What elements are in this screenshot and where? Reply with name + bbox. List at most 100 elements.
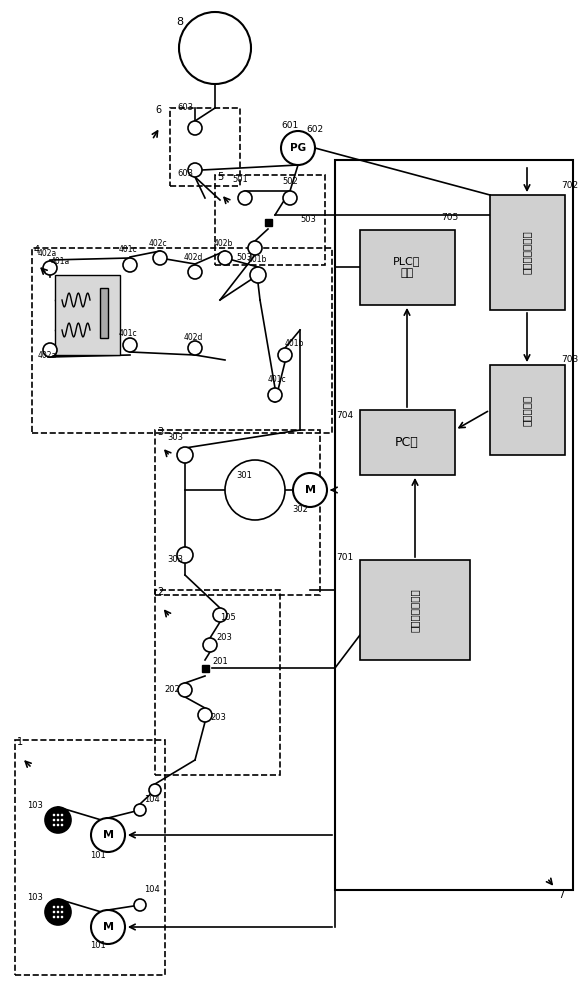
Text: M: M <box>102 922 113 932</box>
Text: 705: 705 <box>441 214 459 223</box>
Text: 301: 301 <box>236 471 252 480</box>
Text: 402c: 402c <box>148 238 167 247</box>
Circle shape <box>123 338 137 352</box>
Circle shape <box>56 916 59 918</box>
Text: 303: 303 <box>167 556 183 564</box>
Circle shape <box>56 814 59 816</box>
Text: 7: 7 <box>558 890 565 900</box>
Circle shape <box>177 547 193 563</box>
Text: PLC控
制器: PLC控 制器 <box>393 256 421 278</box>
Bar <box>170 108 240 186</box>
Text: M: M <box>102 830 113 840</box>
Text: 702: 702 <box>562 180 579 190</box>
Text: 401c: 401c <box>119 328 137 338</box>
Bar <box>360 410 455 475</box>
Circle shape <box>61 916 63 918</box>
Circle shape <box>248 241 262 255</box>
Circle shape <box>218 251 232 265</box>
Bar <box>490 195 565 310</box>
Text: 402a: 402a <box>38 351 57 360</box>
Circle shape <box>188 265 202 279</box>
Text: 数据采集卡: 数据采集卡 <box>522 394 532 426</box>
Text: 1: 1 <box>17 737 23 747</box>
Text: 集束张力放大器: 集束张力放大器 <box>522 230 532 274</box>
Text: 101: 101 <box>90 850 106 859</box>
Text: M: M <box>304 485 315 495</box>
Circle shape <box>53 819 55 821</box>
Circle shape <box>53 814 55 816</box>
Circle shape <box>61 906 63 908</box>
Circle shape <box>281 131 315 165</box>
Text: 602: 602 <box>307 125 324 134</box>
Circle shape <box>45 899 71 925</box>
Text: 6: 6 <box>155 105 161 115</box>
Text: 703: 703 <box>562 356 579 364</box>
Text: 503: 503 <box>236 252 252 261</box>
Circle shape <box>198 708 212 722</box>
Text: 303: 303 <box>167 434 183 442</box>
Text: 503: 503 <box>300 216 316 225</box>
Circle shape <box>91 818 125 852</box>
Circle shape <box>56 824 59 826</box>
Text: 3: 3 <box>157 427 163 437</box>
Circle shape <box>56 906 59 908</box>
Bar <box>264 219 271 226</box>
Text: 4: 4 <box>34 245 40 255</box>
Text: 402d: 402d <box>183 253 203 262</box>
Circle shape <box>293 473 327 507</box>
Circle shape <box>283 191 297 205</box>
Text: 502: 502 <box>282 176 298 186</box>
Circle shape <box>91 910 125 944</box>
Text: PG: PG <box>290 143 306 153</box>
Text: 103: 103 <box>27 800 43 810</box>
Circle shape <box>53 824 55 826</box>
Text: 101: 101 <box>90 940 106 950</box>
Text: 2: 2 <box>157 587 163 597</box>
Text: 5: 5 <box>217 172 223 182</box>
Text: 105: 105 <box>220 613 236 622</box>
Bar <box>100 288 108 338</box>
Bar <box>155 430 320 595</box>
Circle shape <box>43 261 57 275</box>
Circle shape <box>56 819 59 821</box>
Text: 402a: 402a <box>38 248 57 257</box>
Bar <box>32 248 332 433</box>
Circle shape <box>188 121 202 135</box>
Circle shape <box>203 638 217 652</box>
Text: PC机: PC机 <box>395 436 419 448</box>
Text: 402b: 402b <box>214 238 233 247</box>
Text: 401b: 401b <box>285 338 304 348</box>
Circle shape <box>225 460 285 520</box>
Text: 704: 704 <box>336 410 353 420</box>
Circle shape <box>134 804 146 816</box>
Text: 104: 104 <box>144 796 160 804</box>
Bar <box>215 175 325 265</box>
Text: 701: 701 <box>336 554 354 562</box>
Circle shape <box>61 814 63 816</box>
Text: 501: 501 <box>232 176 248 184</box>
Text: 302: 302 <box>292 506 308 514</box>
Circle shape <box>53 906 55 908</box>
Circle shape <box>188 163 202 177</box>
Circle shape <box>53 916 55 918</box>
Bar <box>55 275 120 355</box>
Text: 601: 601 <box>281 120 299 129</box>
Circle shape <box>153 251 167 265</box>
Circle shape <box>238 191 252 205</box>
Circle shape <box>178 683 192 697</box>
Text: 401c: 401c <box>119 245 137 254</box>
Bar <box>490 365 565 455</box>
Bar <box>335 160 573 890</box>
Text: 203: 203 <box>210 714 226 722</box>
Circle shape <box>188 341 202 355</box>
Text: 401a: 401a <box>51 257 70 266</box>
Circle shape <box>53 911 55 913</box>
Circle shape <box>250 267 266 283</box>
Text: 8: 8 <box>176 17 183 27</box>
Text: 603: 603 <box>177 104 193 112</box>
Text: 603: 603 <box>177 169 193 178</box>
Text: 104: 104 <box>144 886 160 894</box>
Text: 402d: 402d <box>183 334 203 342</box>
Text: 401b: 401b <box>247 255 267 264</box>
Circle shape <box>61 911 63 913</box>
